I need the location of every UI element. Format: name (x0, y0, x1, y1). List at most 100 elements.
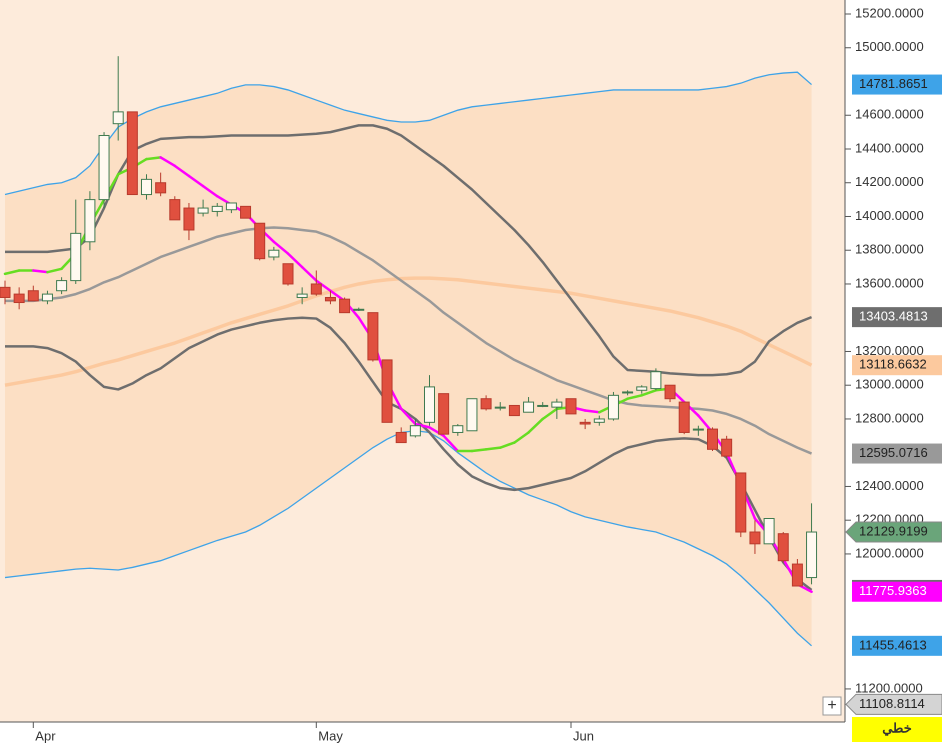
price-tag (852, 635, 942, 656)
band-line (4, 71, 812, 196)
candle-body (494, 406, 506, 409)
candle-body (664, 384, 676, 400)
plot-area (0, 56, 818, 647)
candle-body (126, 111, 138, 196)
candle-body (339, 298, 351, 314)
candle-body (721, 438, 733, 457)
price-tag (852, 355, 942, 376)
line-segment (640, 389, 658, 397)
candle-body (268, 249, 280, 258)
candle-body (197, 207, 209, 214)
candle-body (607, 394, 619, 420)
line-segment (187, 174, 205, 188)
candle-body (791, 563, 803, 587)
candle-body (98, 134, 110, 201)
line-segment (300, 265, 318, 282)
candle-body (452, 425, 464, 433)
price-tag-label: 12129.9199 (859, 523, 928, 538)
candle-body (806, 531, 818, 579)
y-tick-label: 14200.0000 (855, 174, 924, 189)
line-segment (583, 409, 601, 414)
indicator-line (5, 226, 813, 455)
y-tick-label: 12400.0000 (855, 478, 924, 493)
candle-body (324, 296, 336, 302)
candle-body (650, 371, 662, 390)
candle-body (225, 202, 237, 211)
price-tag (852, 443, 942, 464)
axis-background (0, 722, 845, 749)
line-segment (470, 448, 488, 453)
price-tag-label: 13118.6632 (859, 357, 927, 372)
y-tick-label: 13600.0000 (855, 275, 924, 290)
line-segment (201, 184, 219, 198)
y-tick-label: 14600.0000 (855, 107, 924, 122)
price-tag (852, 581, 942, 602)
line-segment (442, 434, 460, 453)
candle-body (537, 404, 549, 407)
price-tag-label: 11775.9363 (859, 583, 927, 598)
candle-body (367, 312, 379, 361)
plus-button-label[interactable]: + (827, 697, 836, 714)
candle-body (155, 182, 167, 194)
price-tag (852, 74, 942, 95)
y-tick-label: 11200.0000 (855, 680, 923, 695)
line-segment (499, 441, 516, 449)
candle-body (424, 386, 435, 423)
candle-body (141, 178, 152, 196)
candle-body (282, 263, 294, 285)
line-segment (527, 417, 544, 434)
candle-body (112, 111, 124, 125)
plus-button[interactable] (822, 696, 842, 716)
candle-body (41, 293, 53, 302)
candle-body (27, 290, 39, 302)
band-fill (5, 72, 812, 646)
candle-body (353, 308, 365, 311)
line-segment (513, 431, 530, 444)
candle-body (692, 428, 704, 431)
y-tick-label: 14400.0000 (855, 140, 924, 155)
line-segment (159, 156, 177, 168)
line-segment (173, 164, 191, 178)
x-tick-label: May (318, 728, 343, 743)
chart-type-label[interactable]: خطي (882, 720, 912, 736)
candle-body (466, 398, 478, 432)
candle-body (763, 518, 775, 545)
price-tag (845, 521, 942, 543)
candle-body (310, 283, 322, 295)
candle-body (480, 398, 492, 410)
y-tick-label: 12800.0000 (855, 410, 924, 425)
candle-body (13, 293, 25, 304)
line-segment (46, 267, 63, 274)
y-tick-label: 13800.0000 (855, 242, 924, 257)
x-tick-label: Apr (35, 728, 56, 743)
line-segment (484, 446, 502, 451)
y-tick-label: 13000.0000 (855, 377, 924, 392)
y-tick-label: 14000.0000 (855, 208, 924, 223)
candle-body (169, 199, 181, 221)
candle-body (254, 222, 266, 260)
line-segment (414, 422, 431, 429)
band-line (4, 430, 812, 647)
indicator-line (5, 124, 813, 377)
price-tag-label: 11455.4613 (859, 637, 927, 652)
candle-body (735, 472, 747, 533)
candle-body (622, 391, 634, 394)
candle-body (707, 428, 718, 450)
candle-body (395, 431, 407, 444)
price-tag-label: 13403.4813 (859, 309, 928, 324)
candle-body (551, 401, 563, 408)
candle-body (409, 425, 421, 437)
price-tag (845, 693, 942, 715)
axes: 15200.0000 15000.0000 14600.0000 14400.0000… (32, 5, 924, 743)
candle-body (678, 401, 690, 433)
price-tag-label: 12595.0716 (859, 445, 928, 460)
candle-body (636, 386, 648, 391)
candle-body (749, 531, 761, 545)
line-segment (399, 407, 417, 426)
candle-body (579, 421, 591, 425)
candle-body (777, 533, 789, 562)
y-tick-label: 13200.0000 (855, 343, 924, 358)
candle-body (56, 280, 68, 292)
chart-type-button[interactable] (852, 717, 942, 742)
line-segment (541, 407, 559, 421)
